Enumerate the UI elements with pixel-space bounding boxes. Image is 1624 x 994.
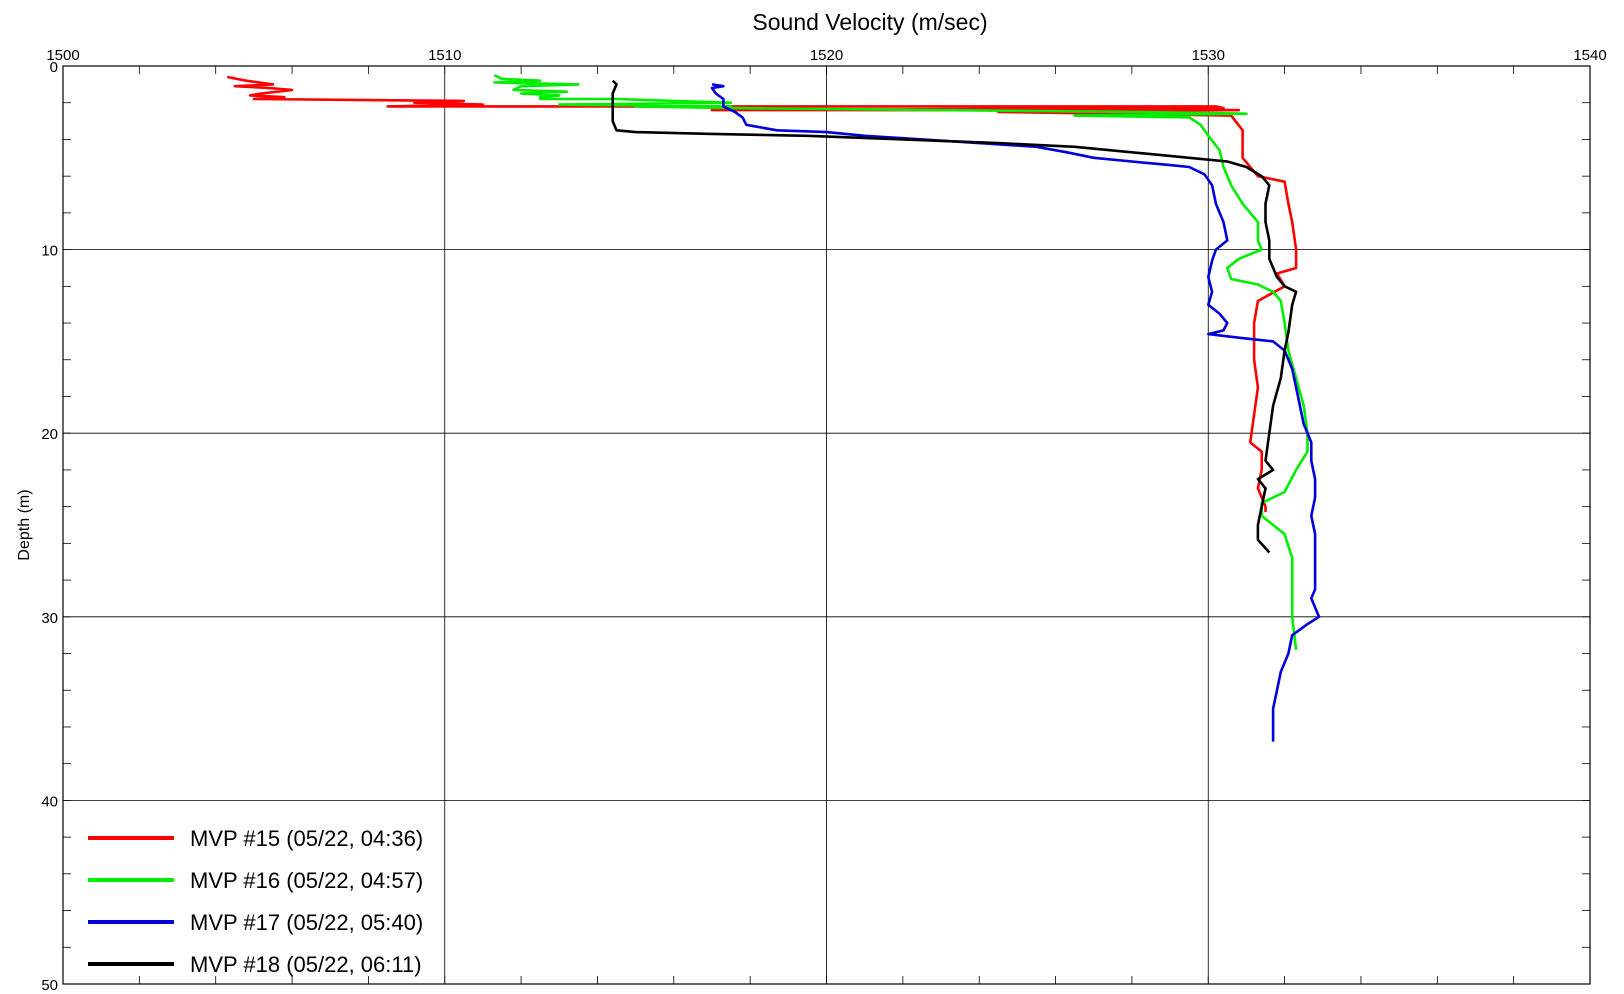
minor-ticks [62,65,1591,985]
x-tick-labels: 1500 1510 1520 1530 1540 [46,47,1606,64]
x-tick-label: 1510 [428,47,461,64]
series-line-3 [710,83,1321,742]
y-tick-label: 30 [41,610,58,627]
series-line-4 [611,79,1298,554]
series-line-1 [226,75,1298,513]
y-tick-label: 10 [41,243,58,260]
x-tick-label: 1540 [1573,47,1606,64]
legend-label-4: MVP #18 (05/22, 06:11) [190,952,422,977]
y-tick-labels: 0 10 20 30 40 50 [41,59,58,994]
y-tick-label: 0 [50,59,58,76]
x-axis-title: Sound Velocity (m/sec) [752,9,987,35]
x-tick-label: 1500 [46,47,79,64]
legend: MVP #15 (05/22, 04:36) MVP #16 (05/22, 04… [88,826,423,977]
legend-label-2: MVP #16 (05/22, 04:57) [190,868,423,893]
plot-frame [62,65,1591,985]
legend-label-1: MVP #15 (05/22, 04:36) [190,826,423,851]
y-tick-label: 20 [41,426,58,443]
x-tick-label: 1530 [1192,47,1225,64]
series-layer [226,74,1321,742]
legend-label-3: MVP #17 (05/22, 05:40) [190,910,423,935]
y-tick-label: 40 [41,793,58,810]
series-line-2 [493,74,1309,650]
y-tick-label: 50 [41,977,58,994]
x-tick-label: 1520 [810,47,843,64]
y-axis-title: Depth (m) [16,489,33,560]
